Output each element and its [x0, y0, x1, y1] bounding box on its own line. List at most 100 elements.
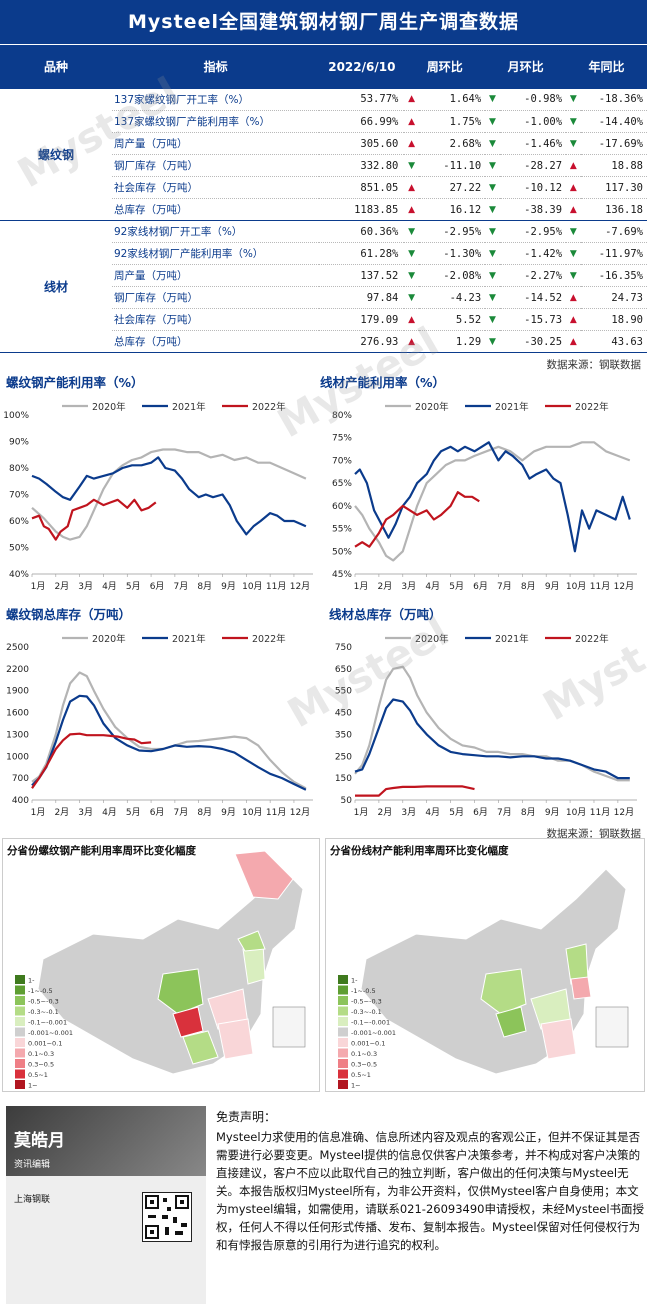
arrow-down-icon: ▼: [404, 220, 419, 243]
legend-label: -0.5~-0.3: [28, 998, 59, 1006]
series-line-2020年: [31, 448, 307, 541]
x-tick-label: 6月: [150, 807, 165, 818]
value-cell: 1183.85: [319, 198, 405, 221]
chart-wire-total-inventory: 50 150 250 350 450 550 650 750 1月 2月 3月 4月 5月 6月 7月 8月 9…: [335, 633, 637, 818]
legend-label: -0.001~0.001: [351, 1029, 396, 1037]
y-tick-label: 80%: [332, 411, 352, 421]
x-tick-label: 9月: [221, 581, 236, 592]
x-tick-label: 4月: [425, 581, 440, 592]
legend-swatch: [338, 1027, 348, 1037]
arrow-down-icon: ▼: [485, 308, 500, 331]
y-tick-label: 750: [335, 643, 352, 653]
arrow-down-icon: ▼: [485, 154, 500, 177]
mom-cell: -1.00%: [499, 110, 567, 133]
chart-panel-wire-inventory: 线材总库存（万吨） 50 150 250 350 450 550 650 750 1月 2月 3月 4…: [323, 602, 647, 826]
arrow-up-icon: ▲: [566, 330, 581, 353]
chart-panel-rebar-util: 螺纹钢产能利用率（%） 40% 50% 60% 70% 80% 90% 100% 1月 2月 3月…: [0, 370, 323, 600]
arrow-up-icon: ▲: [566, 154, 581, 177]
x-tick-label: 12月: [290, 807, 310, 818]
chart-rebar-total-inventory: 400 700 1000 1300 1600 1900 2200 2500 1月 2月 3月 4月 5月…: [6, 633, 313, 818]
disclaimer: 免责声明： Mysteel力求使用的信息准确、信息所述内容及观点的客观公正，但并…: [216, 1108, 647, 1254]
legend-label: 0.5~1: [28, 1071, 48, 1079]
series-line-2020年: [31, 671, 307, 790]
author-card: 莫皓月 资讯编辑 上海钢联: [6, 1106, 206, 1304]
mom-cell: -10.12: [499, 176, 567, 199]
x-tick-label: 10月: [566, 581, 586, 592]
arrow-down-icon: ▼: [485, 242, 500, 265]
wow-cell: -2.08%: [418, 264, 486, 287]
legend-label: 0.1~0.3: [28, 1050, 54, 1058]
y-tick-label: 50%: [332, 547, 352, 557]
arrow-down-icon: ▼: [485, 330, 500, 353]
col-header: 周环比: [404, 44, 486, 89]
author-role: 资讯编辑: [14, 1160, 51, 1170]
legend-label: 2020年: [415, 633, 449, 645]
data-source-note: 数据来源：钢联数据: [546, 359, 642, 371]
y-tick-label: 50%: [9, 544, 29, 554]
legend-swatch: [338, 1017, 348, 1026]
x-tick-label: 8月: [197, 581, 212, 592]
arrow-down-icon: ▼: [404, 154, 419, 177]
y-tick-label: 150: [335, 774, 352, 784]
table-row: 钢厂库存（万吨） 332.80 ▼ -11.10 ▼ -28.27 ▲ 18.88: [0, 154, 647, 177]
legend-label: 2021年: [172, 633, 206, 645]
legend-swatch: [338, 1059, 348, 1068]
y-tick-label: 70%: [9, 491, 29, 501]
y-tick-label: 450: [335, 709, 352, 719]
y-tick-label: 50: [341, 796, 353, 806]
indicator-cell: 137家螺纹钢厂开工率（%）: [111, 88, 320, 111]
value-cell: 97.84: [319, 286, 405, 309]
x-tick-label: 11月: [590, 581, 610, 592]
legend-label: 2022年: [252, 401, 286, 413]
x-tick-label: 7月: [174, 581, 189, 592]
series-line-2021年: [354, 441, 631, 553]
x-tick-label: 2月: [378, 807, 393, 818]
legend-swatch: [15, 1080, 25, 1089]
arrow-up-icon: ▲: [566, 286, 581, 309]
legend-label: 2020年: [92, 633, 126, 645]
chart-panel-wire-util: 线材产能利用率（%） 45% 50% 55% 60% 65% 70% 75% 80% 1月 2月 3…: [320, 370, 647, 600]
arrow-up-icon: ▲: [404, 132, 419, 155]
mom-cell: -1.46%: [499, 132, 567, 155]
value-cell: 137.52: [319, 264, 405, 287]
y-tick-label: 1900: [6, 687, 29, 697]
table-row: 社会库存（万吨） 179.09 ▲ 5.52 ▼ -15.73 ▲ 18.90: [0, 308, 647, 331]
arrow-down-icon: ▼: [485, 88, 500, 111]
disclaimer-text: Mysteel力求使用的信息准确、信息所述内容及观点的客观公正，但并不保证其是否…: [216, 1130, 645, 1252]
y-tick-label: 1000: [6, 752, 29, 762]
indicator-cell: 社会库存（万吨）: [111, 176, 320, 199]
x-tick-label: 3月: [78, 807, 93, 818]
y-tick-label: 650: [335, 665, 352, 675]
x-tick-label: 12月: [614, 807, 634, 818]
arrow-up-icon: ▲: [566, 308, 581, 331]
y-tick-label: 550: [335, 687, 352, 697]
arrow-up-icon: ▲: [404, 198, 419, 221]
arrow-up-icon: ▲: [404, 308, 419, 331]
x-tick-label: 5月: [126, 807, 141, 818]
y-tick-label: 250: [335, 752, 352, 762]
value-cell: 305.60: [319, 132, 405, 155]
arrow-down-icon: ▼: [485, 110, 500, 133]
x-tick-label: 12月: [614, 581, 634, 592]
chart-title: 线材产能利用率（%）: [320, 375, 446, 390]
legend-swatch: [338, 1048, 348, 1058]
wow-cell: 1.29: [418, 330, 486, 353]
legend-label: 2020年: [92, 401, 126, 413]
qr-code-icon: [142, 1192, 192, 1242]
y-tick-label: 90%: [9, 438, 29, 448]
legend-label: -0.1~-0.001: [28, 1019, 67, 1027]
legend-label: 1~: [28, 1082, 38, 1090]
series-line-2022年: [31, 732, 152, 789]
legend-label: 1~: [351, 1082, 361, 1090]
arrow-down-icon: ▼: [485, 264, 500, 287]
series-line-2022年: [355, 785, 475, 797]
series-line-2021年: [354, 698, 630, 780]
legend-swatch: [338, 1006, 348, 1016]
value-cell: 61.28%: [319, 242, 405, 265]
y-tick-label: 60%: [332, 502, 352, 512]
indicator-cell: 钢厂库存（万吨）: [111, 286, 320, 309]
legend-swatch: [338, 996, 348, 1005]
legend-label: -0.1~-0.001: [351, 1019, 390, 1027]
indicator-cell: 社会库存（万吨）: [111, 308, 320, 331]
col-header: 年同比: [566, 44, 647, 89]
